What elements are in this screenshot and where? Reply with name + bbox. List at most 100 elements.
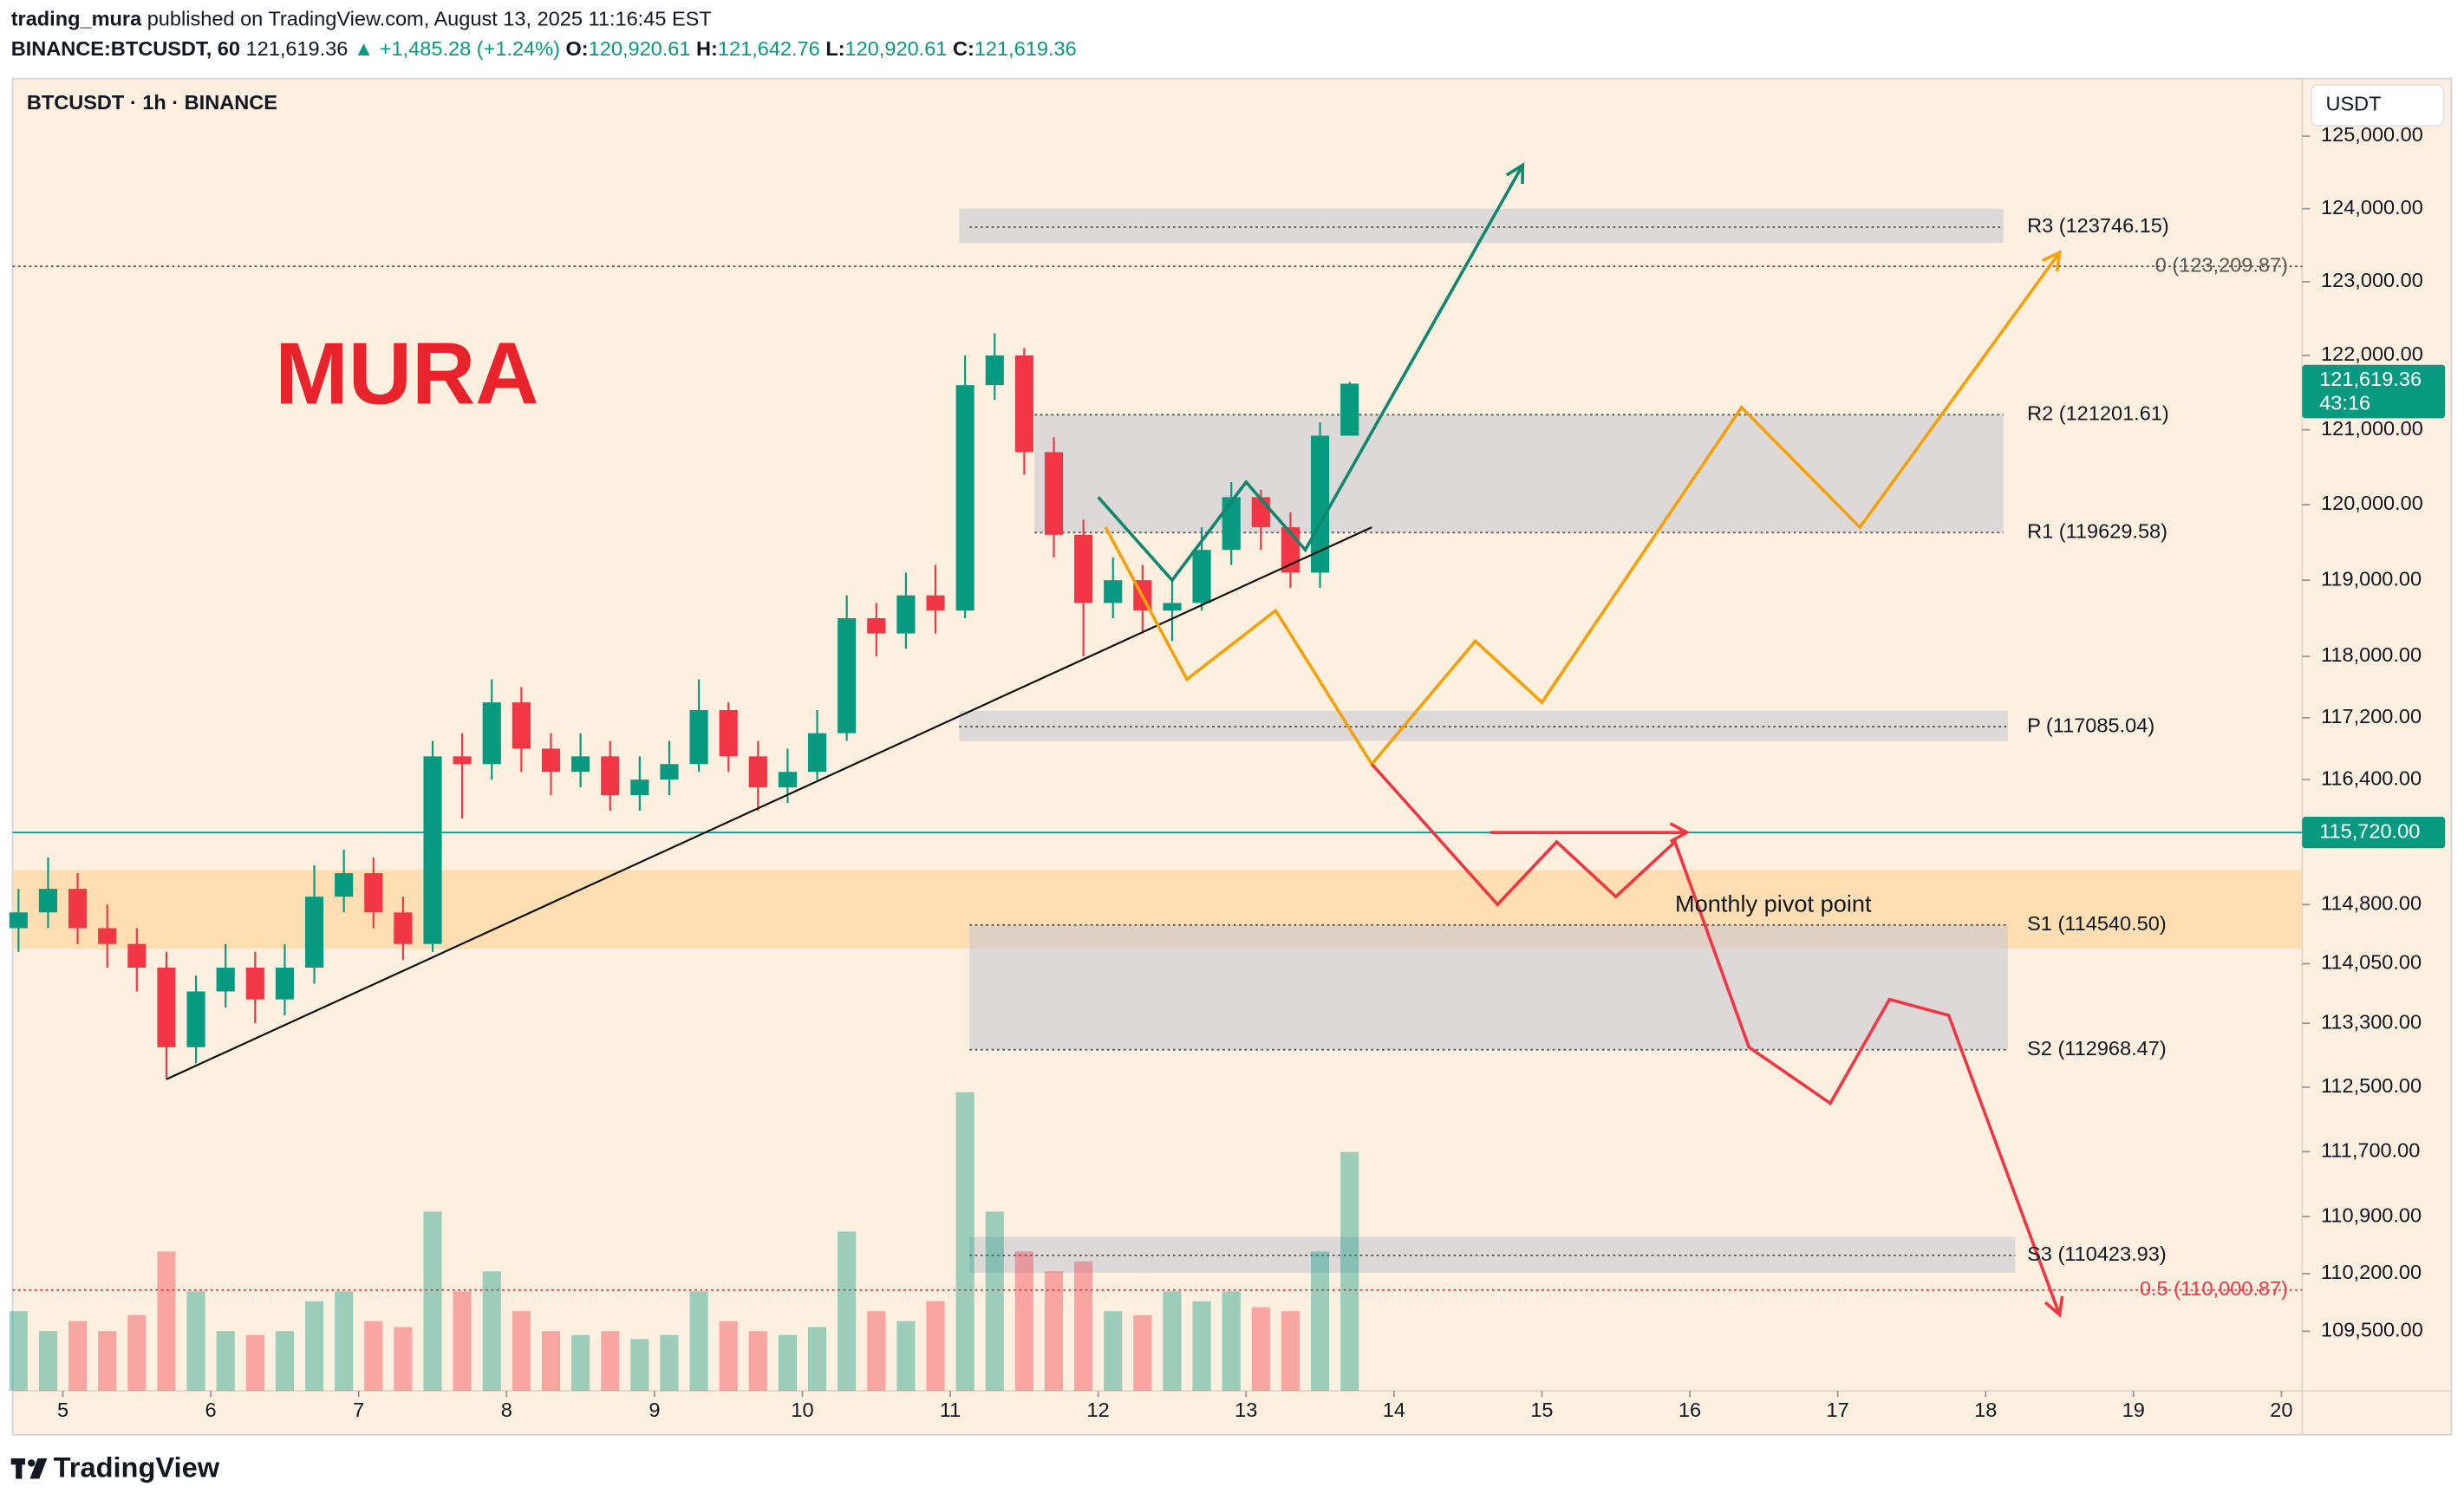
x-tick-label: 9: [649, 1399, 660, 1421]
volume-bar: [1133, 1314, 1152, 1392]
volume-bar: [807, 1327, 827, 1392]
x-tick-label: 8: [501, 1399, 512, 1421]
x-tick-label: 7: [353, 1399, 364, 1421]
candle-body: [689, 709, 708, 765]
y-tick-label: 117,200.00: [2321, 705, 2422, 727]
arrow-head: [1505, 162, 1525, 185]
x-tick-label: 17: [1827, 1399, 1849, 1421]
candle-body: [748, 756, 767, 788]
volume-bar: [68, 1321, 88, 1392]
volume-bar: [896, 1321, 916, 1392]
countdown: 43:16: [2319, 391, 2370, 414]
volume-bar: [1044, 1271, 1064, 1392]
volume-bar: [867, 1311, 886, 1392]
logo-part: [28, 1459, 36, 1467]
volume-bar: [541, 1331, 561, 1392]
candle-body: [955, 385, 975, 611]
candle-body: [630, 779, 649, 796]
candle-body: [127, 943, 147, 968]
volume-bar: [275, 1331, 294, 1392]
footer-logo: [10, 1458, 48, 1479]
footer-brand: TradingView: [54, 1451, 220, 1483]
y-tick-label: 110,900.00: [2321, 1203, 2422, 1226]
hline-axis-box: [2302, 817, 2446, 849]
volume-bar: [364, 1321, 383, 1392]
currency-button[interactable]: [2311, 83, 2445, 127]
candle-body: [778, 772, 798, 788]
ohlc-key: O:: [565, 37, 588, 60]
y-tick-label: 111,700.00: [2321, 1138, 2420, 1161]
candle-body: [157, 968, 176, 1047]
published-text: published on TradingView.com, August 13,…: [147, 8, 712, 30]
candle-body: [245, 968, 264, 1000]
volume-bar: [482, 1271, 501, 1392]
hline-axis-label: 115,720.00: [2319, 819, 2420, 842]
y-tick-label: 124,000.00: [2321, 196, 2423, 218]
header-line-2: BINANCE:BTCUSDT, 60 121,619.36 ▲ +1,485.…: [11, 37, 1077, 60]
x-tick-label: 19: [2122, 1399, 2145, 1421]
volume-bar: [1014, 1251, 1033, 1392]
volume-bar: [335, 1291, 354, 1392]
candle-body: [1310, 435, 1330, 573]
candle-body: [9, 912, 28, 929]
candle-body: [364, 873, 383, 913]
candle-body: [1163, 603, 1182, 611]
ohlc-value: 121,642.76: [718, 37, 820, 60]
candle-body: [216, 968, 235, 992]
volume-bar: [423, 1211, 442, 1392]
y-tick-label: 120,000.00: [2321, 492, 2423, 514]
volume-bar: [778, 1334, 798, 1392]
y-tick-label: 119,000.00: [2321, 567, 2422, 590]
drawing-layer: [166, 162, 2064, 1318]
pivot-label: R2 (121201.61): [2027, 402, 2169, 425]
orange-path: [1104, 251, 2061, 767]
volume-bar: [157, 1251, 176, 1392]
candle-body: [541, 748, 561, 773]
candle-body: [896, 595, 916, 634]
candle-body: [807, 733, 827, 773]
fib-label: 0 (123,209.87): [2155, 253, 2288, 276]
ohlc-key: L:: [825, 37, 844, 60]
volume-bar: [748, 1331, 767, 1392]
candle-body: [926, 595, 945, 611]
pivot-label: P (117085.04): [2027, 714, 2154, 736]
volume-bar: [98, 1331, 117, 1392]
y-tick-label: 122,000.00: [2321, 342, 2423, 365]
x-tick-label: 13: [1235, 1399, 1257, 1421]
y-tick-label: 110,200.00: [2321, 1261, 2422, 1283]
label-layer: 0 (123,209.87) 0.5 (110,000.87) R3 (123746…: [57, 123, 2446, 1421]
x-tick-label: 18: [1974, 1399, 1997, 1421]
candle-body: [1251, 497, 1270, 528]
volume-bar: [245, 1334, 264, 1392]
background-layer: [12, 208, 2303, 1291]
ohlc-value: 121,619.36: [975, 37, 1077, 60]
currency-label[interactable]: USDT: [2325, 93, 2381, 115]
volume-bar: [1104, 1311, 1123, 1392]
chart-pane: [11, 77, 2453, 1436]
candle-body: [186, 991, 205, 1047]
watermark: MURA: [275, 323, 538, 422]
volume-bar: [571, 1334, 590, 1392]
candle-body: [512, 702, 531, 749]
last-price-box: [2302, 364, 2446, 419]
candle-body: [867, 617, 886, 634]
volume-bar: [926, 1301, 945, 1392]
x-tick-label: 12: [1087, 1399, 1110, 1421]
x-tick-label: 10: [791, 1399, 813, 1421]
y-tick-label: 109,500.00: [2321, 1319, 2423, 1341]
candle-body: [482, 702, 501, 765]
y-tick-label: 118,000.00: [2321, 643, 2422, 666]
arrow-head: [2044, 1295, 2064, 1318]
candle-body: [1222, 497, 1241, 551]
candle-body: [38, 889, 58, 913]
green-path: [1097, 164, 1524, 584]
volume-bar: [394, 1327, 413, 1392]
candle-body: [423, 756, 442, 944]
volume-bar: [1251, 1307, 1270, 1392]
volume-bar: [838, 1231, 857, 1392]
red-path: [1370, 763, 2062, 1315]
ohlc-key: H:: [696, 37, 718, 60]
volume-bar: [601, 1331, 620, 1392]
header-line-1: trading_mura published on TradingView.co…: [11, 8, 712, 30]
